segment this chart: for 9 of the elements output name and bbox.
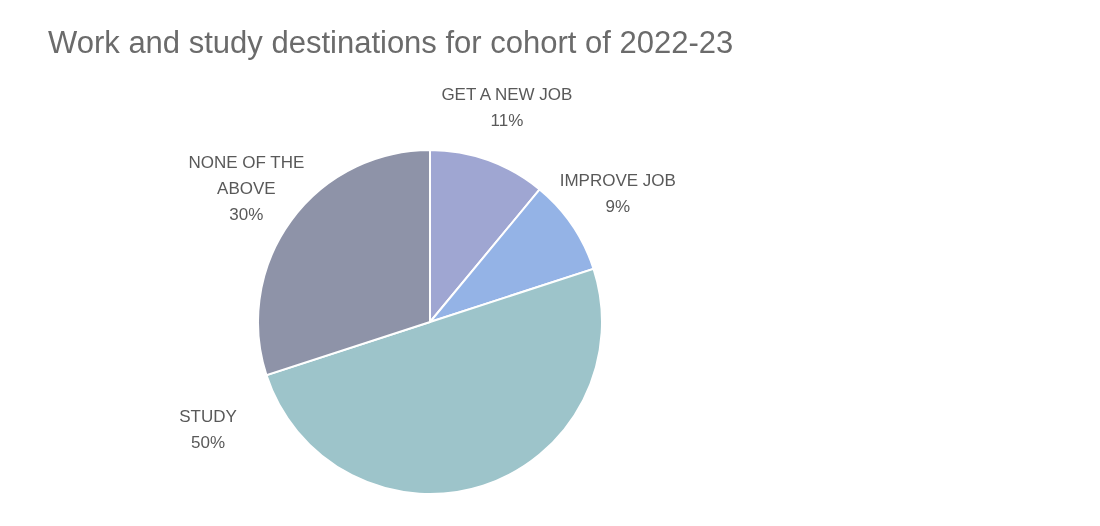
slice-label: NONE OF THE ABOVE (188, 152, 305, 198)
slice-label: GET A NEW JOB (441, 85, 573, 105)
data-label: 30% (229, 204, 264, 224)
data-label: 9% (605, 197, 631, 217)
data-label: 50% (190, 433, 226, 452)
slice-label: STUDY (179, 407, 237, 426)
slice-label: IMPROVE JOB (559, 171, 676, 191)
chart-title: Work and study destinations for cohort of 2022-23 (48, 25, 734, 60)
data-label: 11% (490, 111, 524, 131)
